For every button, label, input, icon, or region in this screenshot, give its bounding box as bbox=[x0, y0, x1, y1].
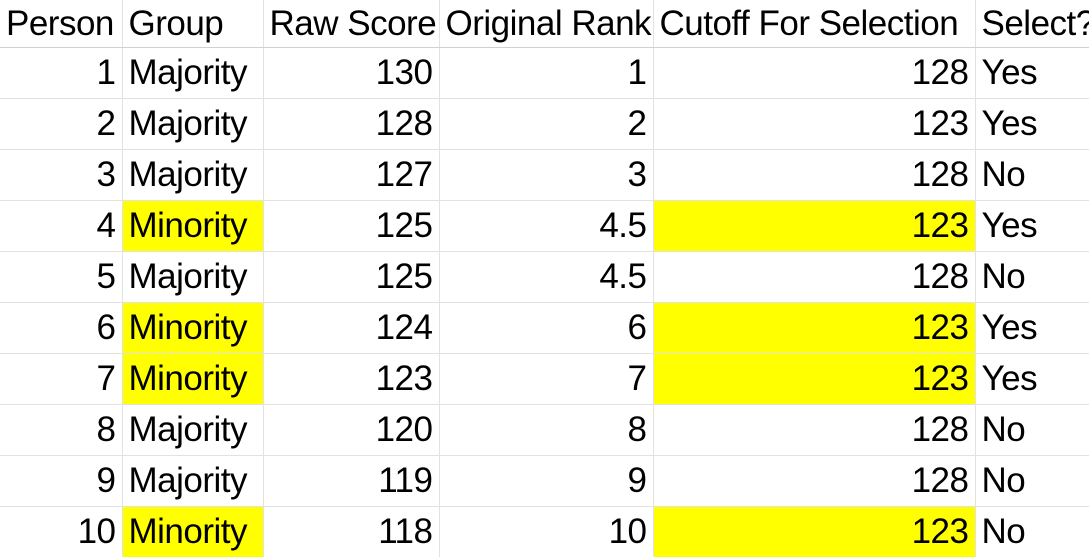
cell-group[interactable]: Majority bbox=[122, 404, 264, 456]
cell-select[interactable]: Yes bbox=[975, 353, 1089, 405]
cell-cutoff[interactable]: 123 bbox=[653, 506, 976, 557]
table-row: 6 Minority 124 6 123 Yes bbox=[0, 302, 1089, 354]
cell-select[interactable]: No bbox=[975, 149, 1089, 201]
cell-select[interactable]: Yes bbox=[975, 302, 1089, 354]
header-group[interactable]: Group bbox=[122, 0, 264, 48]
cell-original-rank[interactable]: 9 bbox=[439, 455, 654, 507]
header-row: Person Group Raw Score Original Rank Cut… bbox=[0, 0, 1089, 48]
cell-original-rank[interactable]: 3 bbox=[439, 149, 654, 201]
header-select[interactable]: Select? bbox=[975, 0, 1089, 48]
cell-cutoff[interactable]: 123 bbox=[653, 302, 976, 354]
cell-select[interactable]: No bbox=[975, 506, 1089, 557]
table-row: 7 Minority 123 7 123 Yes bbox=[0, 353, 1089, 405]
table-row: 10 Minority 118 10 123 No bbox=[0, 506, 1089, 557]
cell-original-rank[interactable]: 1 bbox=[439, 47, 654, 99]
cell-raw-score[interactable]: 125 bbox=[263, 251, 440, 303]
table-row: 5 Majority 125 4.5 128 No bbox=[0, 251, 1089, 303]
cell-original-rank[interactable]: 7 bbox=[439, 353, 654, 405]
cell-person[interactable]: 9 bbox=[0, 455, 123, 507]
header-cutoff-for-selection[interactable]: Cutoff For Selection bbox=[653, 0, 976, 48]
header-person[interactable]: Person bbox=[0, 0, 123, 48]
table-row: 1 Majority 130 1 128 Yes bbox=[0, 47, 1089, 99]
table-row: 2 Majority 128 2 123 Yes bbox=[0, 98, 1089, 150]
cell-person[interactable]: 10 bbox=[0, 506, 123, 557]
cell-original-rank[interactable]: 10 bbox=[439, 506, 654, 557]
cell-original-rank[interactable]: 4.5 bbox=[439, 200, 654, 252]
cell-person[interactable]: 1 bbox=[0, 47, 123, 99]
cell-original-rank[interactable]: 2 bbox=[439, 98, 654, 150]
cell-raw-score[interactable]: 125 bbox=[263, 200, 440, 252]
cell-group[interactable]: Majority bbox=[122, 251, 264, 303]
cell-cutoff[interactable]: 128 bbox=[653, 455, 976, 507]
cell-original-rank[interactable]: 8 bbox=[439, 404, 654, 456]
cell-select[interactable]: No bbox=[975, 455, 1089, 507]
header-original-rank[interactable]: Original Rank bbox=[439, 0, 654, 48]
cell-raw-score[interactable]: 128 bbox=[263, 98, 440, 150]
table-row: 8 Majority 120 8 128 No bbox=[0, 404, 1089, 456]
cell-person[interactable]: 2 bbox=[0, 98, 123, 150]
cell-cutoff[interactable]: 128 bbox=[653, 47, 976, 99]
cell-select[interactable]: Yes bbox=[975, 98, 1089, 150]
cell-group[interactable]: Minority bbox=[122, 200, 264, 252]
cell-raw-score[interactable]: 130 bbox=[263, 47, 440, 99]
cell-cutoff[interactable]: 128 bbox=[653, 149, 976, 201]
cell-group[interactable]: Majority bbox=[122, 98, 264, 150]
cell-person[interactable]: 6 bbox=[0, 302, 123, 354]
cell-group[interactable]: Minority bbox=[122, 353, 264, 405]
cell-cutoff[interactable]: 128 bbox=[653, 404, 976, 456]
cell-original-rank[interactable]: 4.5 bbox=[439, 251, 654, 303]
table-row: 3 Majority 127 3 128 No bbox=[0, 149, 1089, 201]
cell-select[interactable]: No bbox=[975, 404, 1089, 456]
cell-raw-score[interactable]: 119 bbox=[263, 455, 440, 507]
cell-group[interactable]: Majority bbox=[122, 149, 264, 201]
cell-original-rank[interactable]: 6 bbox=[439, 302, 654, 354]
cell-person[interactable]: 3 bbox=[0, 149, 123, 201]
cell-person[interactable]: 8 bbox=[0, 404, 123, 456]
cell-person[interactable]: 7 bbox=[0, 353, 123, 405]
cell-raw-score[interactable]: 123 bbox=[263, 353, 440, 405]
cell-select[interactable]: No bbox=[975, 251, 1089, 303]
cell-raw-score[interactable]: 124 bbox=[263, 302, 440, 354]
cell-raw-score[interactable]: 118 bbox=[263, 506, 440, 557]
cell-cutoff[interactable]: 123 bbox=[653, 200, 976, 252]
cell-cutoff[interactable]: 123 bbox=[653, 353, 976, 405]
cell-cutoff[interactable]: 123 bbox=[653, 98, 976, 150]
cell-group[interactable]: Majority bbox=[122, 47, 264, 99]
cell-raw-score[interactable]: 120 bbox=[263, 404, 440, 456]
cell-person[interactable]: 4 bbox=[0, 200, 123, 252]
cell-cutoff[interactable]: 128 bbox=[653, 251, 976, 303]
cell-group[interactable]: Minority bbox=[122, 506, 264, 557]
table-body: 1 Majority 130 1 128 Yes 2 Majority 128 … bbox=[0, 47, 1089, 557]
cell-select[interactable]: Yes bbox=[975, 200, 1089, 252]
cell-person[interactable]: 5 bbox=[0, 251, 123, 303]
header-raw-score[interactable]: Raw Score bbox=[263, 0, 440, 48]
cell-raw-score[interactable]: 127 bbox=[263, 149, 440, 201]
cell-select[interactable]: Yes bbox=[975, 47, 1089, 99]
table-row: 4 Minority 125 4.5 123 Yes bbox=[0, 200, 1089, 252]
cell-group[interactable]: Majority bbox=[122, 455, 264, 507]
cell-group[interactable]: Minority bbox=[122, 302, 264, 354]
table-row: 9 Majority 119 9 128 No bbox=[0, 455, 1089, 507]
